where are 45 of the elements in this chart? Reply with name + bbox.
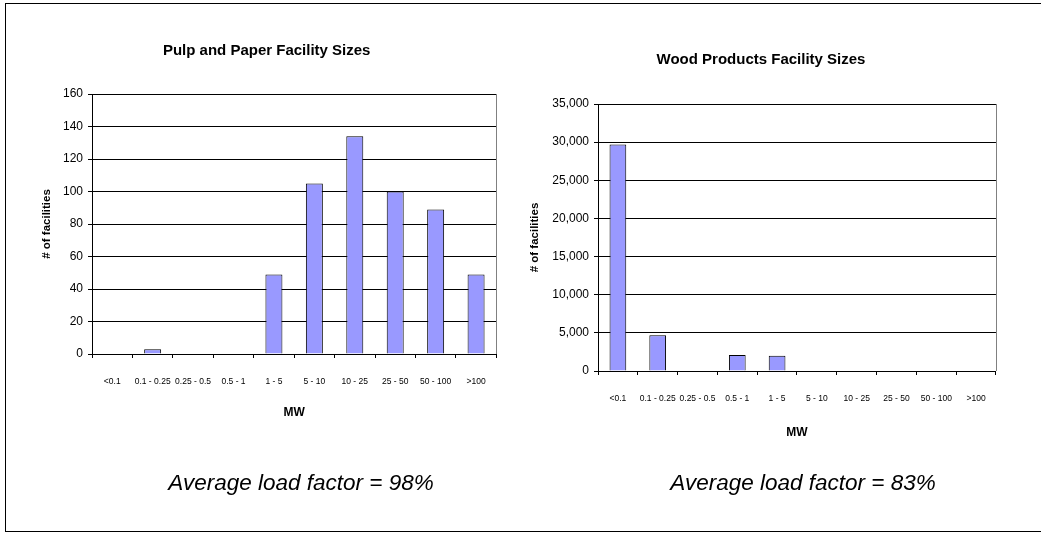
y-tick-label: 120 (62, 151, 84, 166)
x-axis-title: MW (283, 405, 306, 420)
y-tick-label: 20,000 (552, 210, 590, 225)
x-tick-label: 0.25 - 0.5 (175, 376, 212, 387)
x-tick-label: 50 - 100 (420, 376, 452, 387)
y-tick-label: 80 (69, 216, 84, 231)
y-tick-label: 140 (62, 118, 84, 133)
x-tick-label: 50 - 100 (920, 393, 953, 404)
x-tick-label: <0.1 (103, 376, 121, 387)
x-tick-label: >100 (966, 393, 986, 404)
x-tick-label: 0.5 - 1 (725, 393, 750, 404)
text: Average load factor = 98% (168, 470, 434, 496)
x-tick-label: 0.5 - 1 (221, 376, 246, 387)
y-tick-label: 40 (69, 281, 84, 296)
x-tick-label: 5 - 10 (303, 376, 326, 387)
x-axis-title: MW (786, 425, 809, 440)
x-tick-label: 25 - 50 (381, 376, 409, 387)
y-axis-title: # of facilities (40, 189, 53, 259)
x-tick-label: 10 - 25 (843, 393, 871, 404)
chart-title: Wood Products Facility Sizes (656, 49, 866, 67)
y-tick-label: 5,000 (558, 325, 590, 340)
x-tick-label: 25 - 50 (883, 393, 910, 404)
y-tick-label: 30,000 (552, 134, 590, 149)
x-tick-label: 1 - 5 (768, 393, 786, 404)
chart-title: Pulp and Paper Facility Sizes (162, 40, 371, 58)
text: Average load factor = 83% (670, 470, 936, 496)
y-tick-label: 35,000 (552, 96, 590, 111)
y-tick-label: 0 (76, 346, 84, 361)
y-tick-label: 20 (69, 313, 84, 328)
y-tick-label: 100 (62, 183, 84, 198)
x-tick-label: 0.1 - 0.25 (639, 393, 676, 404)
y-tick-label: 60 (69, 248, 84, 263)
x-tick-label: 5 - 10 (806, 393, 829, 404)
x-tick-label: 0.25 - 0.5 (679, 393, 716, 404)
y-tick-label: 10,000 (552, 287, 590, 302)
x-tick-label: <0.1 (609, 393, 627, 404)
y-tick-label: 15,000 (552, 248, 590, 263)
y-tick-label: 25,000 (552, 172, 590, 187)
y-axis-title: # of facilities (528, 202, 541, 273)
x-tick-label: 10 - 25 (341, 376, 369, 387)
y-tick-label: 160 (62, 86, 84, 101)
x-tick-label: 1 - 5 (265, 376, 283, 387)
x-tick-label: 0.1 - 0.25 (134, 376, 171, 387)
x-tick-label: >100 (466, 376, 486, 387)
y-tick-label: 0 (582, 363, 590, 378)
